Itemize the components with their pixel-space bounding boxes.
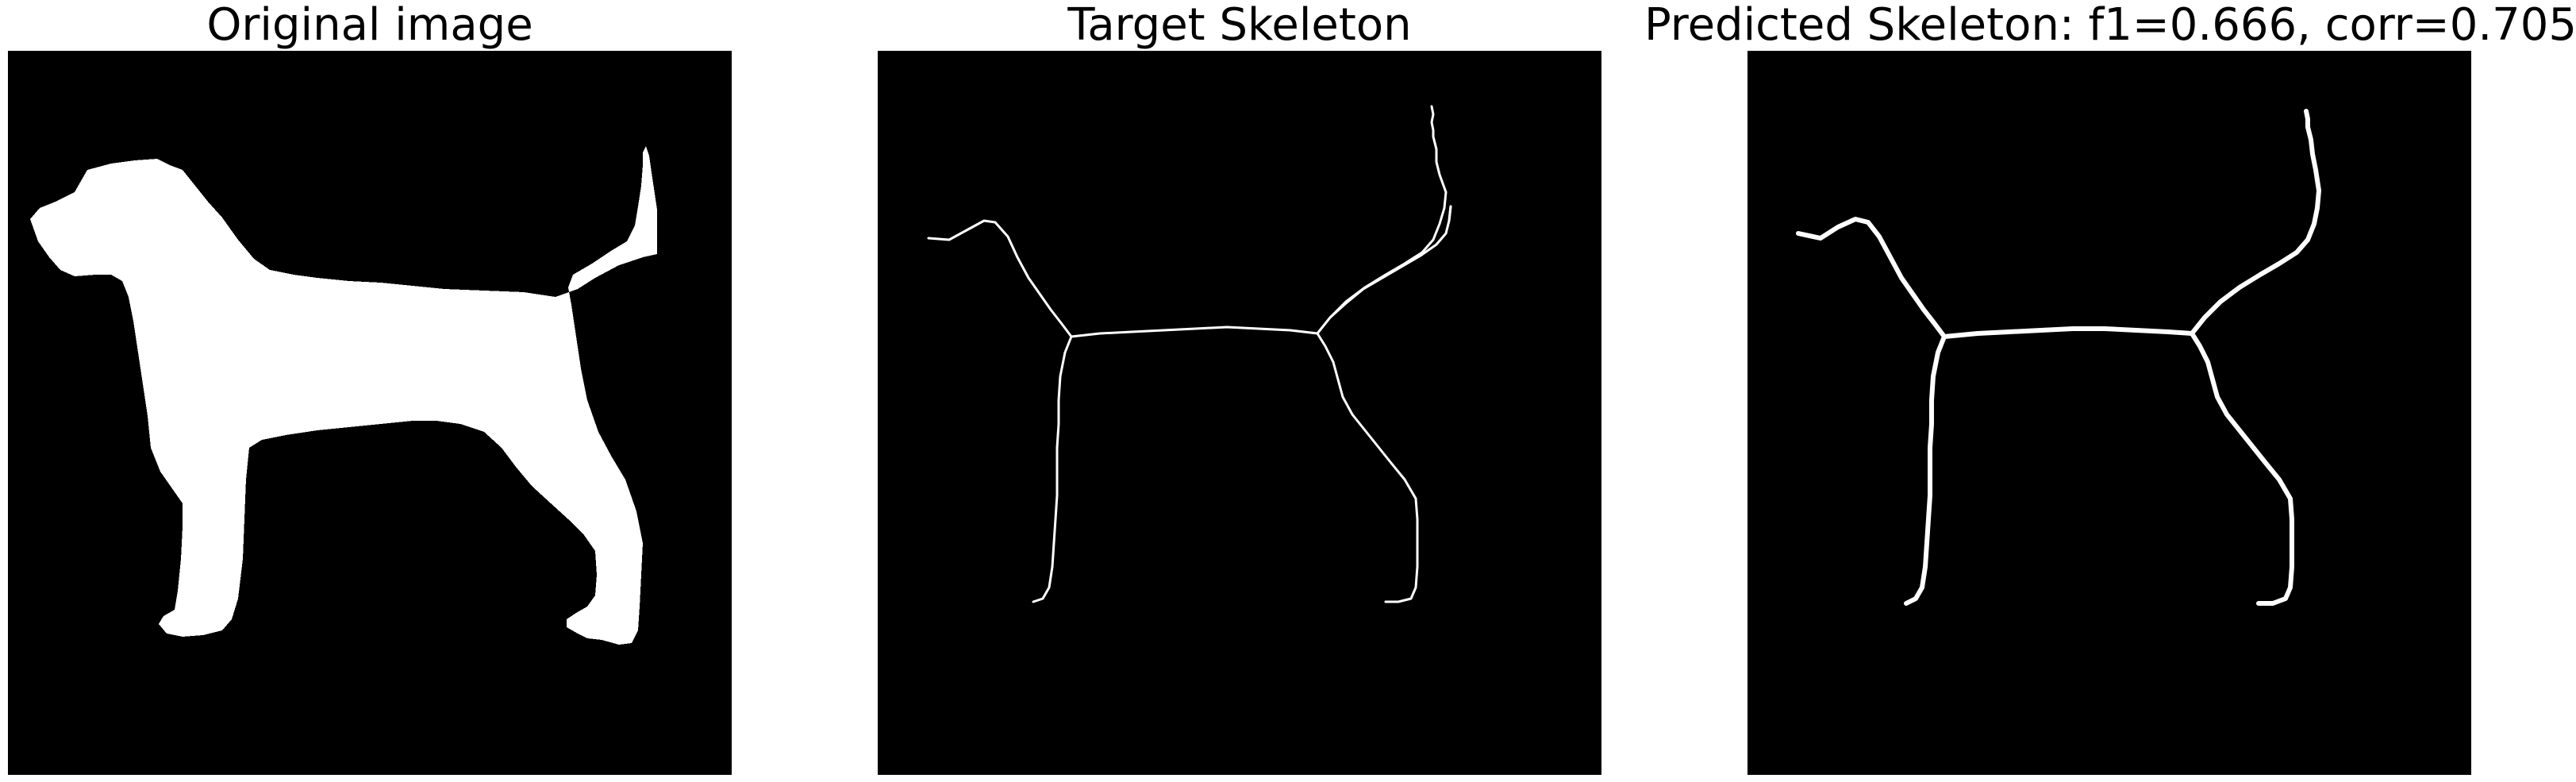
- panel-target: Target Skeleton: [878, 0, 1601, 782]
- predicted-skeleton-lines: [1796, 109, 2321, 606]
- predicted-skeleton-image: [1747, 51, 2471, 775]
- panel-title-original: Original image: [206, 0, 533, 51]
- dog-silhouette: [30, 146, 657, 645]
- original-image: [8, 51, 732, 775]
- panel-title-predicted: Predicted Skeleton: f1=0.666, corr=0.705: [1644, 0, 2576, 51]
- target-skeleton-image: [878, 51, 1601, 775]
- panel-predicted: Predicted Skeleton: f1=0.666, corr=0.705: [1644, 0, 2576, 782]
- panel-title-target: Target Skeleton: [1067, 0, 1412, 51]
- panel-original: Original image: [8, 0, 732, 782]
